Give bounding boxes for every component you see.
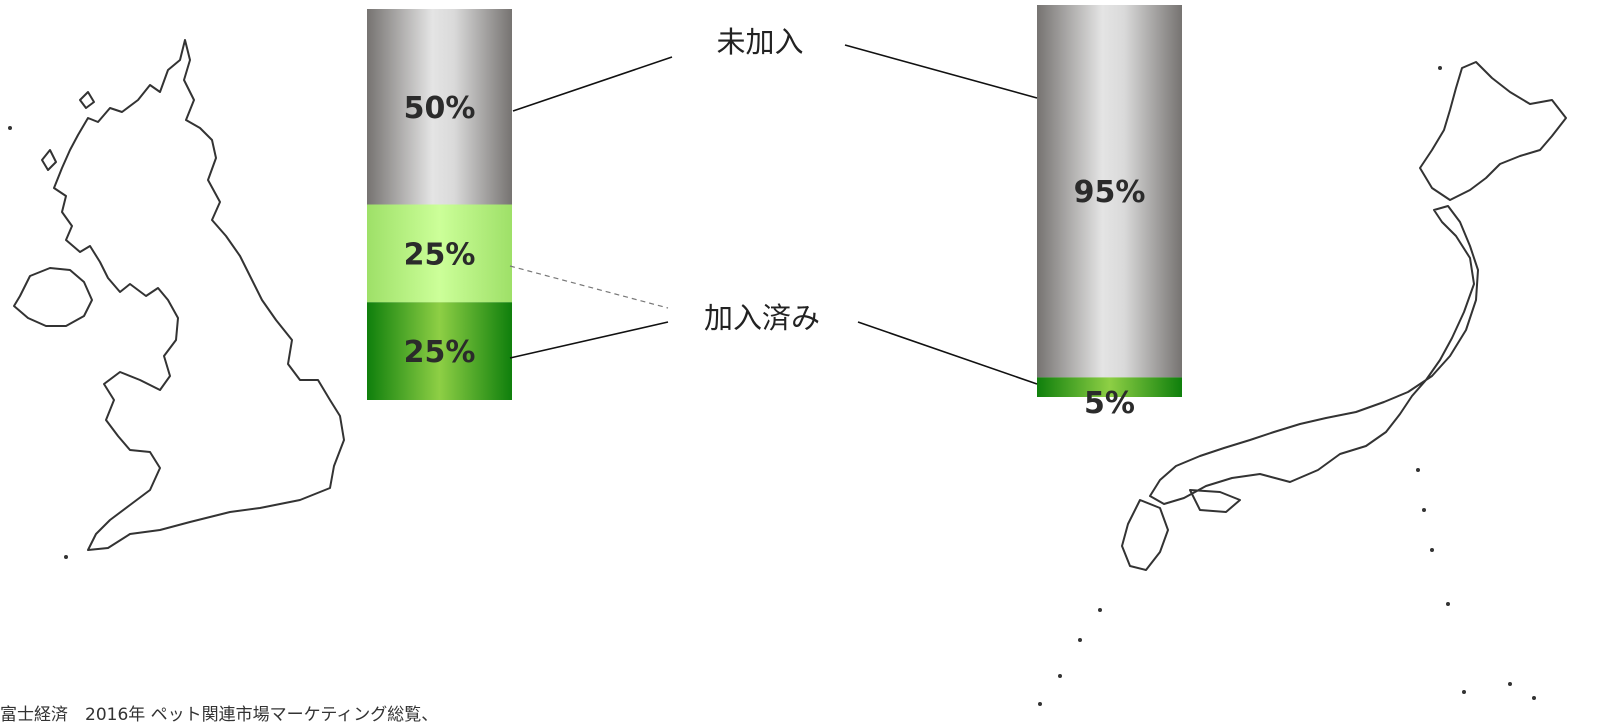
uk-map-icon: [8, 39, 345, 559]
leader-line-unenrolled-right: [844, 44, 1038, 99]
source-note: 富士経済 2016年 ペット関連市場マーケティング総覧、: [0, 705, 439, 725]
callout-enrolled: 加入済み: [704, 301, 820, 335]
leader-line-enrolled-left-dashed: [509, 265, 669, 309]
leader-lines: [509, 44, 1038, 385]
stacked-bar-left: 50% 25% 25%: [367, 9, 512, 400]
bar-value-label-right-0: 95%: [1074, 175, 1146, 210]
bar-segment-left-0: [367, 9, 512, 205]
bar-segment-left-1: [367, 204, 512, 303]
bar-value-label-left-0: 50%: [404, 91, 476, 126]
bar-value-label-right-1: 5%: [1084, 386, 1135, 421]
bar-segment-right-0: [1037, 5, 1182, 378]
callout-unenrolled: 未加入: [716, 25, 803, 59]
bar-segment-left-2: [367, 302, 512, 400]
stacked-bar-right: 95% 5%: [1037, 5, 1182, 421]
japan-map-icon: [1038, 61, 1567, 706]
bar-value-label-left-2: 25%: [404, 335, 476, 370]
bar-value-label-left-1: 25%: [404, 237, 476, 272]
leader-line-unenrolled-left: [512, 56, 673, 112]
leader-line-enrolled-left: [509, 321, 669, 359]
leader-line-enrolled-right: [857, 321, 1038, 385]
bar-segment-right-1: [1037, 377, 1182, 397]
